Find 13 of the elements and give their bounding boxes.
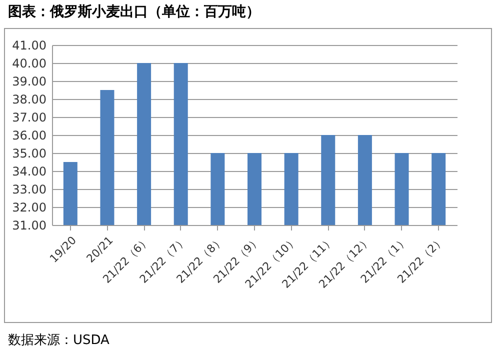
chart-title: 图表：俄罗斯小麦出口（单位：百万吨） (7, 3, 261, 22)
y-tick-label: 35.00 (12, 146, 46, 160)
y-tick-label: 37.00 (12, 110, 46, 124)
y-tick-label: 39.00 (12, 74, 46, 88)
y-tick-label: 31.00 (12, 218, 46, 232)
y-tick-label: 33.00 (12, 182, 46, 196)
y-tick-label: 40.00 (12, 56, 46, 70)
y-tick-label: 41.00 (12, 38, 46, 52)
y-tick-label: 36.00 (12, 128, 46, 142)
y-tick-label: 34.00 (12, 164, 46, 178)
source-note: 数据来源：USDA (7, 332, 110, 349)
y-tick-label: 32.00 (12, 200, 46, 214)
y-tick-label: 38.00 (12, 92, 46, 106)
